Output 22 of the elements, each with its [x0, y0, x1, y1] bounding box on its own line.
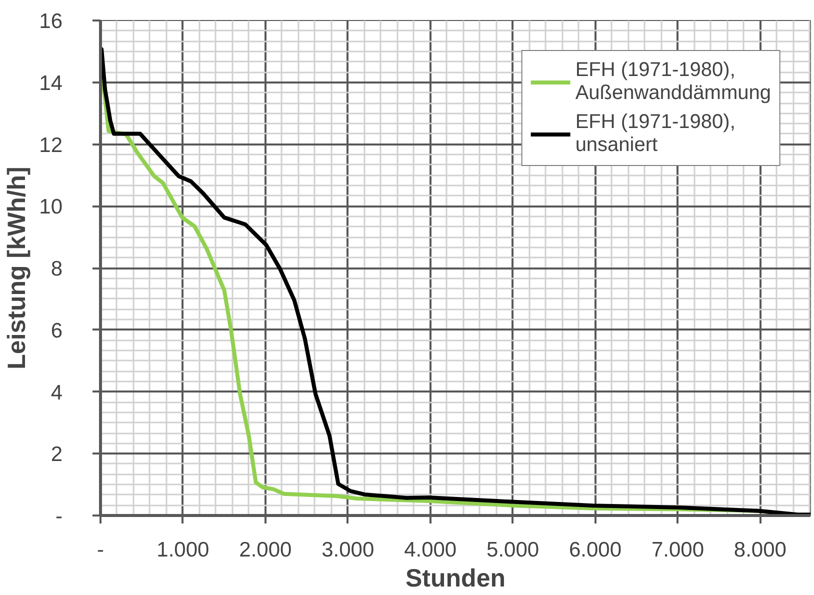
x-tick-label: 6.000	[569, 538, 622, 562]
x-tick-label: -	[97, 538, 104, 562]
y-tick-label: -	[56, 505, 63, 528]
x-tick-label: 4.000	[404, 538, 457, 562]
y-tick-label: 4	[50, 381, 63, 404]
x-tick-label: 2.000	[239, 538, 292, 562]
legend-label: EFH (1971-1980), unsaniert	[575, 111, 736, 157]
y-tick-label: 10	[39, 196, 62, 219]
y-tick-label: 14	[39, 72, 63, 95]
x-axis-title: Stunden	[406, 564, 506, 592]
y-tick-label: 6	[50, 319, 63, 342]
legend-label: EFH (1971-1980), Außenwanddämmung	[575, 59, 771, 105]
x-tick-label: 3.000	[322, 538, 374, 562]
y-tick-label: 2	[50, 443, 63, 466]
x-tick-label: 5.000	[486, 538, 540, 562]
y-tick-label: 16	[39, 10, 62, 33]
y-tick-label: 12	[39, 134, 62, 157]
y-tick-label: 8	[50, 258, 63, 280]
y-axis-title: Leistung [kWh/h]	[3, 166, 32, 370]
x-tick-label: 7.000	[651, 538, 704, 562]
x-tick-label: 1.000	[156, 538, 210, 562]
x-tick-label: 8.000	[734, 538, 786, 562]
